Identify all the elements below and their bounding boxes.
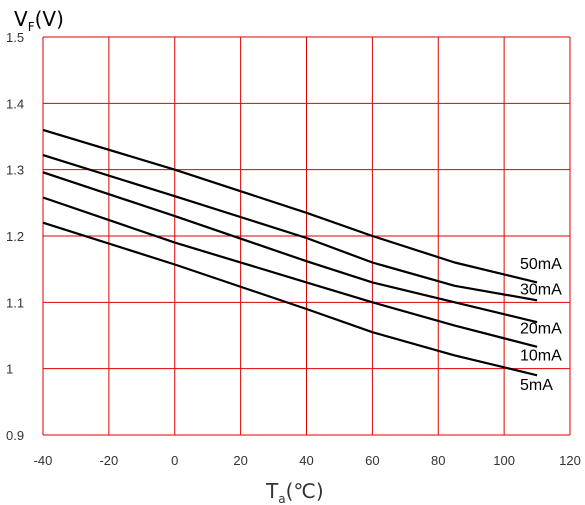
series-lines xyxy=(42,128,538,377)
series-label-50mA: 50mA xyxy=(520,256,562,273)
series-line-50mA xyxy=(42,128,538,284)
x-tick-labels: -40 -20 0 20 40 60 80 100 120 xyxy=(34,453,581,468)
series-line-10mA xyxy=(42,196,538,348)
series-label-20mA: 20mA xyxy=(520,321,562,338)
y-tick-label: 1 xyxy=(6,362,13,377)
x-tick-label: -40 xyxy=(34,453,53,468)
x-axis-label: Ta(℃) xyxy=(265,479,324,505)
series-label-30mA: 30mA xyxy=(520,281,562,298)
x-tick-label: 20 xyxy=(233,453,247,468)
series-label-5mA: 5mA xyxy=(520,377,553,394)
series-line-20mA xyxy=(42,171,538,324)
x-tick-label: 0 xyxy=(171,453,178,468)
y-tick-label: 1.2 xyxy=(6,229,24,244)
x-tick-label: -20 xyxy=(99,453,118,468)
y-tick-labels: 0.9 1 1.1 1.2 1.3 1.4 1.5 xyxy=(6,30,24,443)
grid xyxy=(42,36,571,436)
y-tick-label: 1.3 xyxy=(6,163,24,178)
series-line-30mA xyxy=(42,154,538,302)
y-axis-label: VF(V) xyxy=(14,7,64,34)
y-tick-label: 1.1 xyxy=(6,295,24,310)
y-tick-label: 0.9 xyxy=(6,428,24,443)
series-labels: 50mA 30mA 20mA 10mA 5mA xyxy=(520,256,562,394)
x-tick-label: 120 xyxy=(559,453,581,468)
x-tick-label: 80 xyxy=(431,453,445,468)
series-line-5mA xyxy=(42,221,538,377)
x-tick-label: 40 xyxy=(299,453,313,468)
x-tick-label: 60 xyxy=(365,453,379,468)
y-tick-label: 1.4 xyxy=(6,96,24,111)
series-label-10mA: 10mA xyxy=(520,348,562,365)
y-tick-label: 1.5 xyxy=(6,30,24,45)
x-tick-label: 100 xyxy=(493,453,515,468)
